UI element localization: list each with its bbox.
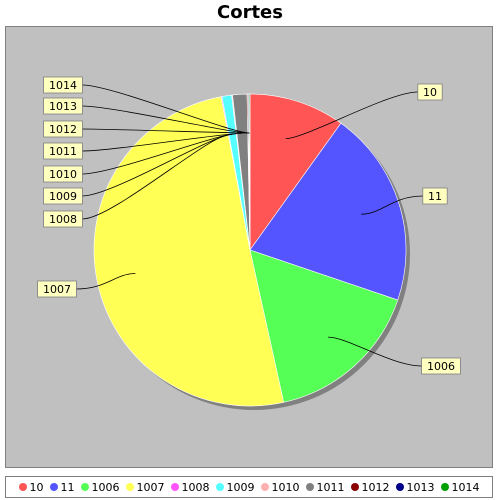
label-leader-11	[361, 195, 423, 215]
slice-label-1008: 1008	[49, 213, 77, 226]
legend-label: 1006	[91, 480, 120, 494]
label-box-1011	[43, 142, 83, 160]
label-leader-1012	[82, 128, 249, 134]
legend-swatch-icon	[18, 483, 27, 491]
legend-swatch-icon	[49, 483, 58, 491]
slice-label-1006: 1006	[427, 360, 455, 373]
legend-item-11: 11	[49, 480, 75, 494]
legend-label: 1007	[136, 480, 165, 494]
label-box-1014	[43, 76, 83, 94]
legend-item-1009: 1009	[215, 480, 255, 494]
legend-item-1007: 1007	[125, 480, 165, 494]
legend-label: 1012	[361, 480, 390, 494]
legend-label: 1009	[226, 480, 255, 494]
label-leader-1013	[82, 105, 249, 134]
legend-swatch-icon	[260, 483, 269, 491]
legend-item-1012: 1012	[350, 480, 390, 494]
slice-label-1012: 1012	[49, 123, 77, 136]
label-box-1012	[43, 120, 83, 138]
pie-slice-1006	[249, 249, 399, 403]
legend-swatch-icon	[80, 483, 89, 491]
label-box-1008	[43, 210, 83, 228]
label-box-1013	[43, 97, 83, 115]
slice-label-1007: 1007	[43, 283, 71, 296]
label-leader-1011	[82, 132, 243, 152]
legend-swatch-icon	[215, 483, 224, 491]
legend-item-10: 10	[18, 480, 44, 494]
legend-item-1011: 1011	[305, 480, 345, 494]
slice-label-1014: 1014	[49, 79, 77, 92]
legend-label: 1011	[316, 480, 345, 494]
slice-label-1011: 1011	[49, 145, 77, 158]
legend-label: 11	[60, 480, 75, 494]
slice-label-1010: 1010	[49, 168, 77, 181]
label-box-1006	[421, 357, 461, 375]
label-box-1010	[43, 165, 83, 183]
pie-slice-1007	[93, 96, 285, 407]
legend-item-1014: 1014	[440, 480, 480, 494]
pie-slice-11	[249, 122, 407, 301]
label-leader-1010	[82, 133, 237, 175]
legend-swatch-icon	[395, 483, 404, 491]
legend-label: 1014	[451, 480, 480, 494]
label-leader-1014	[82, 84, 250, 134]
label-leader-10	[285, 91, 418, 140]
label-leader-1006	[328, 336, 422, 367]
legend-label: 1010	[271, 480, 300, 494]
legend-swatch-icon	[125, 483, 134, 491]
slice-label-10: 10	[423, 86, 437, 99]
legend-label: 1013	[406, 480, 435, 494]
slice-label-1009: 1009	[49, 190, 77, 203]
label-box-1009	[43, 187, 83, 205]
label-box-1007	[37, 280, 77, 298]
legend-swatch-icon	[350, 483, 359, 491]
pie-slice-10	[249, 93, 342, 251]
legend-swatch-icon	[305, 483, 314, 491]
slice-label-11: 11	[428, 190, 442, 203]
label-leader-1007	[76, 273, 136, 290]
legend-label: 10	[29, 480, 44, 494]
legend-swatch-icon	[440, 483, 449, 491]
legend-item-1013: 1013	[395, 480, 435, 494]
slice-label-1013: 1013	[49, 100, 77, 113]
label-box-11	[422, 187, 448, 205]
legend: 10 11 1006 1007 1008 1009 1010 1011 1012 1013 1014	[5, 476, 493, 498]
legend-swatch-icon	[170, 483, 179, 491]
legend-item-1006: 1006	[80, 480, 120, 494]
legend-item-1008: 1008	[170, 480, 210, 494]
legend-item-1010: 1010	[260, 480, 300, 494]
legend-label: 1008	[181, 480, 210, 494]
chart-title: Cortes	[217, 2, 283, 23]
label-box-10	[417, 83, 443, 101]
